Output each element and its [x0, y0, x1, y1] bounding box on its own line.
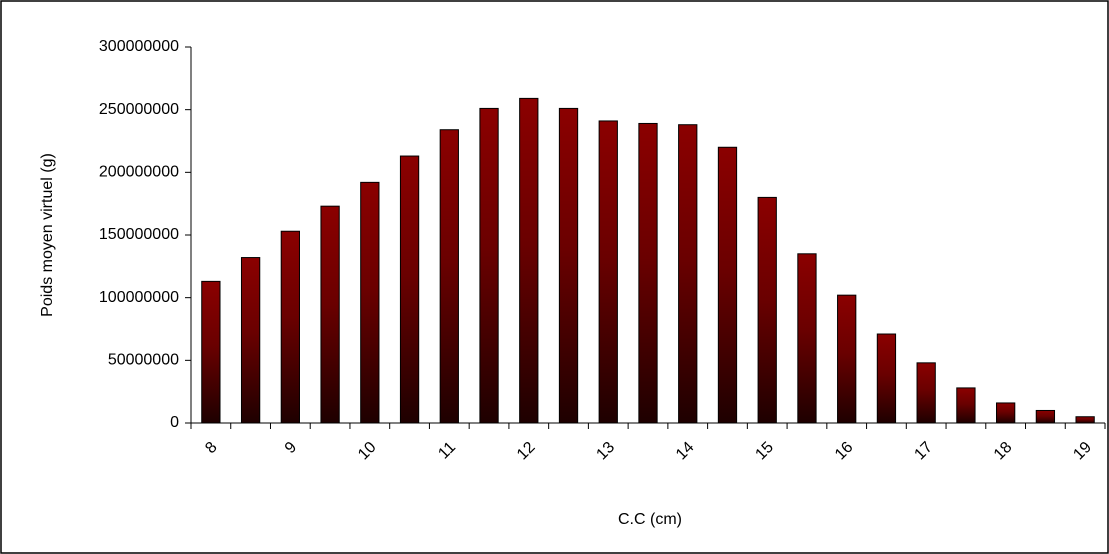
bar	[519, 97, 539, 424]
y-tick-label: 250000000	[99, 101, 179, 118]
bar	[678, 124, 698, 424]
bar	[876, 333, 897, 424]
bar	[638, 122, 658, 424]
bar	[439, 129, 459, 424]
x-axis-title: C.C (cm)	[618, 511, 682, 528]
bar	[320, 205, 340, 424]
y-tick-label: 300000000	[99, 38, 179, 55]
bar	[479, 107, 499, 424]
bar	[956, 387, 976, 424]
bar	[399, 155, 420, 424]
bar	[916, 362, 936, 424]
bar	[717, 146, 738, 424]
bar	[837, 294, 857, 424]
y-tick-label: 50000000	[108, 352, 179, 369]
bar	[201, 280, 221, 424]
bar	[996, 402, 1016, 424]
y-tick-label: 0	[170, 414, 179, 431]
y-tick-label: 100000000	[99, 289, 179, 306]
y-axis-title: Poids moyen virtuel (g)	[39, 153, 56, 317]
bar	[598, 120, 618, 424]
y-tick-label: 150000000	[99, 226, 179, 243]
bar	[757, 196, 777, 424]
bar	[1035, 409, 1056, 424]
bar	[360, 181, 380, 424]
bar	[240, 257, 261, 424]
bar	[1075, 416, 1095, 424]
bar	[558, 107, 579, 424]
y-tick-label: 200000000	[99, 164, 179, 181]
bar	[280, 230, 300, 424]
bar	[797, 253, 817, 424]
